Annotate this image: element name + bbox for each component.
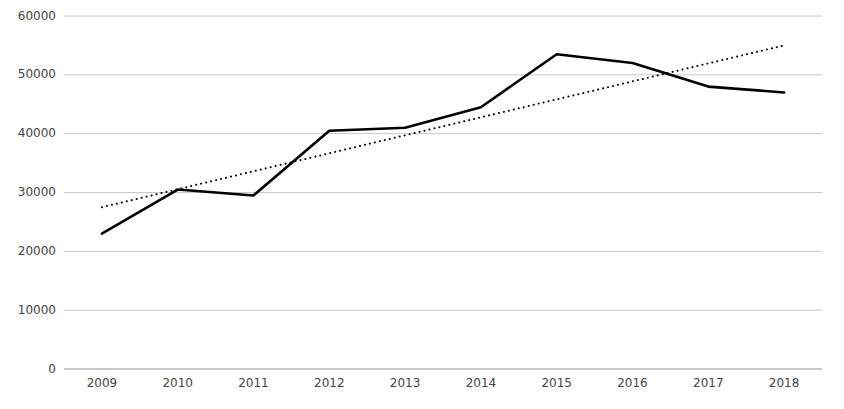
grid <box>64 16 822 369</box>
grid-line <box>64 133 822 134</box>
x-tick-label: 2017 <box>693 376 724 390</box>
x-axis-line <box>64 369 822 370</box>
y-tick-label: 50000 <box>18 67 56 81</box>
chart-svg: 0 10000 20000 30000 40000 50000 60000 2009 2010 2… <box>0 0 844 409</box>
x-tick-label: 2015 <box>541 376 572 390</box>
y-tick-label: 0 <box>48 362 56 376</box>
y-tick-label: 40000 <box>18 126 56 140</box>
series-line <box>102 45 784 207</box>
x-tick-label: 2011 <box>238 376 269 390</box>
x-tick-label: 2013 <box>390 376 421 390</box>
y-tick-label: 60000 <box>18 9 56 23</box>
y-tick-label: 20000 <box>18 244 56 258</box>
x-tick-label: 2009 <box>87 376 118 390</box>
x-tick-label: 2018 <box>769 376 800 390</box>
x-tick-label: 2012 <box>314 376 345 390</box>
series-line <box>102 54 784 233</box>
grid-line <box>64 251 822 252</box>
chart-container: 0 10000 20000 30000 40000 50000 60000 2009 2010 2… <box>0 0 844 409</box>
grid-line <box>64 74 822 75</box>
x-tick-label: 2010 <box>162 376 193 390</box>
x-tick-label: 2016 <box>617 376 648 390</box>
y-tick-label: 10000 <box>18 303 56 317</box>
grid-line <box>64 192 822 193</box>
plot-area <box>102 45 784 233</box>
grid-line <box>64 310 822 311</box>
x-tick-label: 2014 <box>466 376 497 390</box>
grid-line <box>64 16 822 17</box>
grid-line <box>64 369 822 370</box>
y-tick-label: 30000 <box>18 185 56 199</box>
